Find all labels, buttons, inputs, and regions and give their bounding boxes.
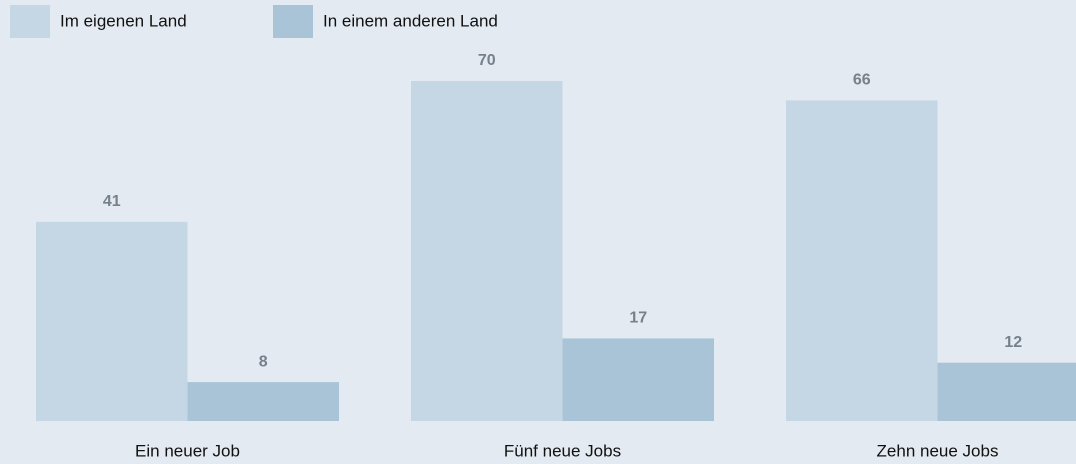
bar — [786, 100, 938, 421]
legend-swatch — [10, 5, 50, 38]
x-tick-label: Zehn neue Jobs — [877, 441, 999, 460]
bar — [187, 382, 339, 421]
legend-label: Im eigenen Land — [60, 11, 187, 30]
legend-label: In einem anderen Land — [323, 11, 498, 30]
legend-swatch — [273, 5, 313, 38]
x-tick-label: Fünf neue Jobs — [504, 441, 621, 460]
bar — [411, 81, 563, 421]
value-label: 41 — [103, 193, 121, 210]
value-label: 8 — [259, 353, 268, 370]
x-tick-label: Ein neuer Job — [135, 441, 240, 460]
value-label: 70 — [478, 52, 496, 69]
value-label: 12 — [1004, 334, 1022, 351]
value-label: 17 — [629, 310, 647, 327]
bar — [36, 221, 188, 421]
value-label: 66 — [853, 72, 871, 89]
bar — [562, 338, 714, 421]
bar — [937, 362, 1076, 421]
